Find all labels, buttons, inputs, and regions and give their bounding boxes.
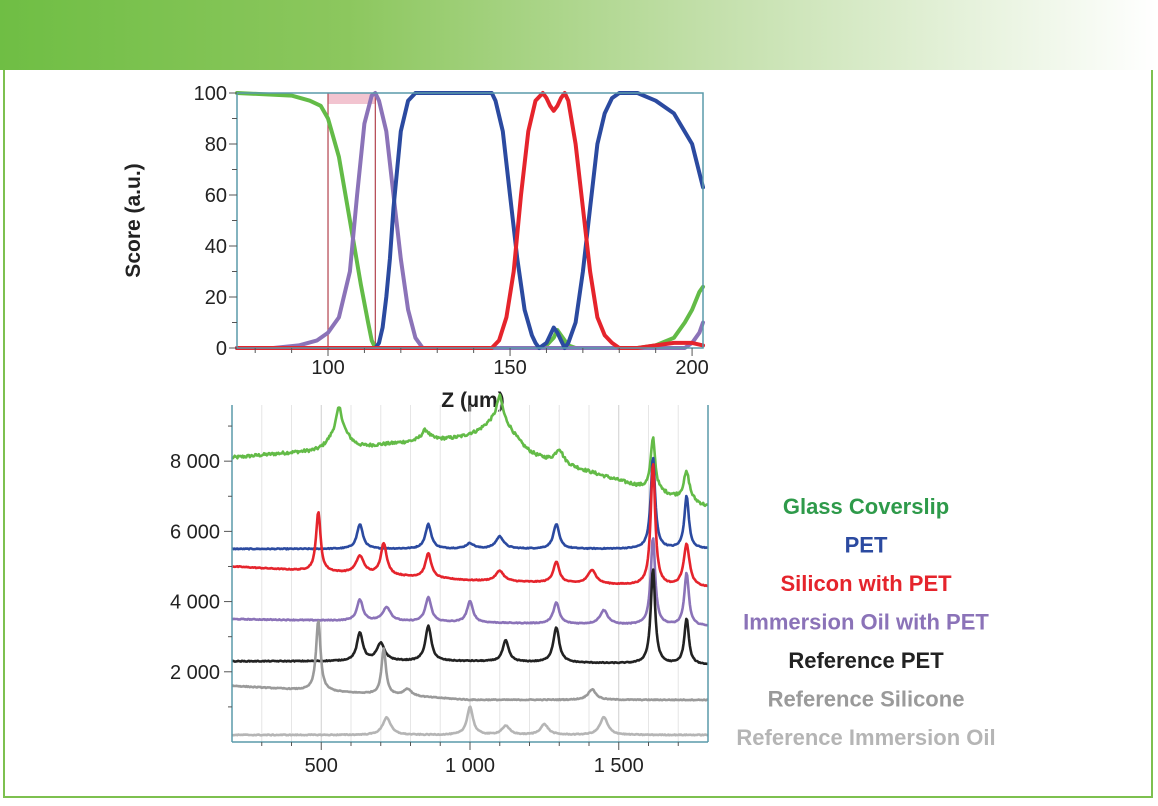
legend-item-immersion-oil-with-pet: Immersion Oil with PET	[743, 610, 989, 635]
score-series-pet	[235, 91, 705, 350]
spectra-x-tick-label: 1 000	[445, 755, 495, 777]
legend-item-glass-coverslip: Glass Coverslip	[783, 494, 949, 519]
spectrum-reference-pet	[231, 568, 709, 666]
y-tick-label: 20	[205, 287, 227, 309]
spectrum-silicon-with-pet	[231, 463, 709, 588]
y-tick-label: 80	[205, 134, 227, 156]
spectrum-immersion-oil-with-pet	[231, 537, 709, 627]
legend-item-reference-pet: Reference PET	[788, 648, 944, 673]
header-banner	[0, 0, 1158, 70]
spectra-x-tick-label: 1 500	[594, 755, 644, 777]
spectra-chart-y-ticks: 2 000 4 000 6 000 8 000	[170, 425, 232, 708]
score-chart-y-ticks: 0 20 40 60 80 100	[194, 83, 237, 360]
legend: Glass Coverslip PET Silicon with PET Immers…	[736, 494, 995, 750]
spectrum-glass-coverslip	[231, 393, 709, 508]
legend-item-silicon-with-pet: Silicon with PET	[780, 571, 952, 596]
score-chart-grid	[327, 93, 376, 348]
spectra-y-tick-label: 4 000	[170, 592, 220, 614]
legend-item-pet: PET	[845, 533, 888, 558]
spectrum-reference-immersion-oil	[231, 705, 709, 737]
spectra-y-tick-label: 2 000	[170, 662, 220, 684]
score-chart: 100 150 200 0 20 40 60 80 100 Z (µm) Score (a.u…	[122, 83, 709, 412]
spectra-y-tick-label: 6 000	[170, 521, 220, 543]
x-tick-label: 100	[311, 357, 344, 379]
y-tick-label: 0	[216, 338, 227, 360]
score-chart-plot-area	[236, 92, 704, 349]
score-series-glass-coverslip	[235, 91, 705, 350]
spectrum-pet	[231, 456, 709, 551]
score-series-immersion-oil-with-pet	[235, 91, 705, 350]
y-axis-label: Score (a.u.)	[122, 163, 145, 277]
spectra-chart-series	[231, 393, 709, 737]
legend-item-reference-immersion-oil: Reference Immersion Oil	[736, 725, 995, 750]
spectra-chart-x-ticks: 500 1 000 1 500	[261, 742, 679, 777]
y-tick-label: 100	[194, 83, 227, 105]
figure-frame	[3, 70, 1153, 798]
spectrum-reference-silicone	[231, 620, 709, 702]
spectra-chart-grid	[261, 405, 679, 742]
spectra-x-tick-label: 500	[305, 755, 338, 777]
spectra-y-tick-label: 8 000	[170, 451, 220, 473]
score-series-silicon-with-pet	[235, 91, 705, 350]
spectra-chart: 500 1 000 1 500 2 000 4 000 6 000 8 000	[170, 393, 709, 777]
score-chart-x-ticks: 100 150 200	[254, 348, 709, 379]
y-tick-label: 60	[205, 185, 227, 207]
x-axis-label: Z (µm)	[441, 389, 504, 412]
y-tick-label: 40	[205, 236, 227, 258]
highlight-region	[328, 93, 376, 104]
score-chart-series	[235, 91, 705, 350]
legend-item-reference-silicone: Reference Silicone	[768, 687, 965, 712]
x-tick-label: 150	[493, 357, 526, 379]
x-tick-label: 200	[675, 357, 708, 379]
